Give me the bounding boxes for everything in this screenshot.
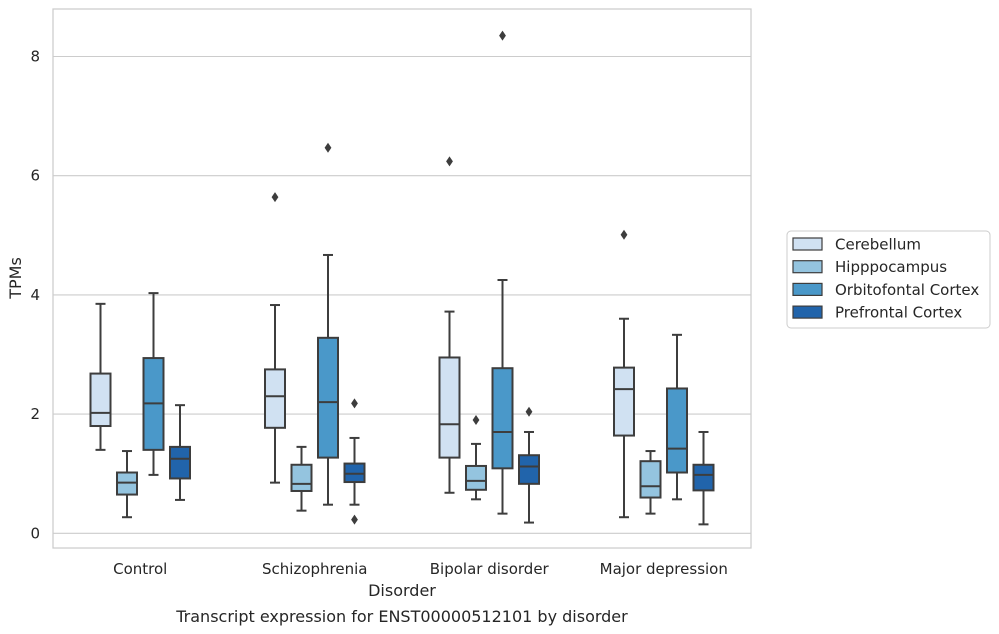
box-0-2 bbox=[142, 292, 165, 476]
box-2-2 bbox=[491, 30, 514, 515]
box-iqr bbox=[264, 368, 286, 429]
y-tick-labels: 0 2 4 6 8 bbox=[30, 48, 40, 543]
x-axis-label: Disorder bbox=[368, 581, 436, 600]
outlier-point-0 bbox=[351, 398, 358, 409]
box-3-1 bbox=[639, 450, 662, 515]
box-2-0 bbox=[438, 156, 461, 494]
y-tick-label-0: 0 bbox=[30, 524, 40, 542]
legend-label-1: Hipppocampus bbox=[835, 258, 947, 276]
legend-frame bbox=[786, 230, 991, 329]
x-tick-labels: Control Schizophrenia Bipolar disorder Majo… bbox=[113, 560, 728, 578]
y-tick-label-8: 8 bbox=[30, 48, 40, 66]
legend-swatch-2 bbox=[792, 282, 823, 296]
outlier-point-1 bbox=[351, 514, 358, 525]
legend-label-3: Prefrontal Cortex bbox=[835, 304, 962, 322]
box-1-2 bbox=[317, 142, 339, 506]
outlier-point-0 bbox=[324, 142, 332, 153]
legend: Cerebellum Hipppocampus Orbitofontal Corte… bbox=[786, 230, 991, 329]
legend-swatch-3 bbox=[792, 305, 823, 319]
box-3-3 bbox=[692, 430, 715, 526]
box-iqr bbox=[666, 387, 688, 474]
y-tick-label-6: 6 bbox=[30, 167, 40, 185]
box-iqr bbox=[438, 356, 461, 459]
outlier-point-0 bbox=[271, 192, 279, 203]
y-gridlines bbox=[53, 55, 751, 534]
outlier-point-0 bbox=[446, 156, 453, 167]
y-axis-label: TPMs bbox=[6, 257, 25, 300]
box-0-3 bbox=[169, 404, 191, 501]
outlier-point-0 bbox=[499, 30, 506, 41]
box-1-0 bbox=[264, 192, 286, 484]
legend-swatch-1 bbox=[792, 260, 823, 274]
box-2-3 bbox=[518, 406, 540, 524]
box-iqr bbox=[465, 464, 487, 491]
legend-label-0: Cerebellum bbox=[835, 236, 921, 254]
outlier-point-0 bbox=[620, 229, 628, 240]
box-iqr bbox=[89, 372, 112, 428]
x-tick-label-3: Major depression bbox=[600, 560, 728, 578]
box-0-0 bbox=[89, 302, 112, 451]
box-series bbox=[89, 30, 715, 526]
box-iqr bbox=[518, 454, 540, 485]
box-iqr bbox=[491, 367, 514, 470]
box-3-2 bbox=[666, 333, 688, 501]
x-tick-label-2: Bipolar disorder bbox=[430, 560, 550, 578]
box-iqr bbox=[613, 366, 635, 437]
box-3-0 bbox=[613, 229, 635, 519]
box-iqr bbox=[639, 460, 662, 499]
x-tick-label-0: Control bbox=[113, 560, 167, 578]
y-tick-label-4: 4 bbox=[30, 286, 40, 304]
box-0-1 bbox=[116, 450, 138, 519]
box-iqr bbox=[290, 463, 313, 492]
chart-title: Transcript expression for ENST0000051210… bbox=[175, 607, 628, 626]
y-tick-label-2: 2 bbox=[30, 405, 40, 423]
box-iqr bbox=[317, 336, 339, 459]
plot-frame bbox=[52, 8, 752, 549]
box-2-1 bbox=[465, 415, 487, 501]
outlier-point-0 bbox=[525, 406, 533, 417]
box-1-3 bbox=[343, 398, 366, 525]
legend-label-2: Orbitofontal Cortex bbox=[835, 281, 979, 299]
legend-swatch-0 bbox=[792, 237, 823, 251]
outlier-point-0 bbox=[472, 415, 480, 426]
box-1-1 bbox=[290, 445, 313, 512]
x-tick-label-1: Schizophrenia bbox=[262, 560, 367, 578]
box-iqr bbox=[692, 463, 715, 492]
box-iqr bbox=[169, 445, 191, 480]
